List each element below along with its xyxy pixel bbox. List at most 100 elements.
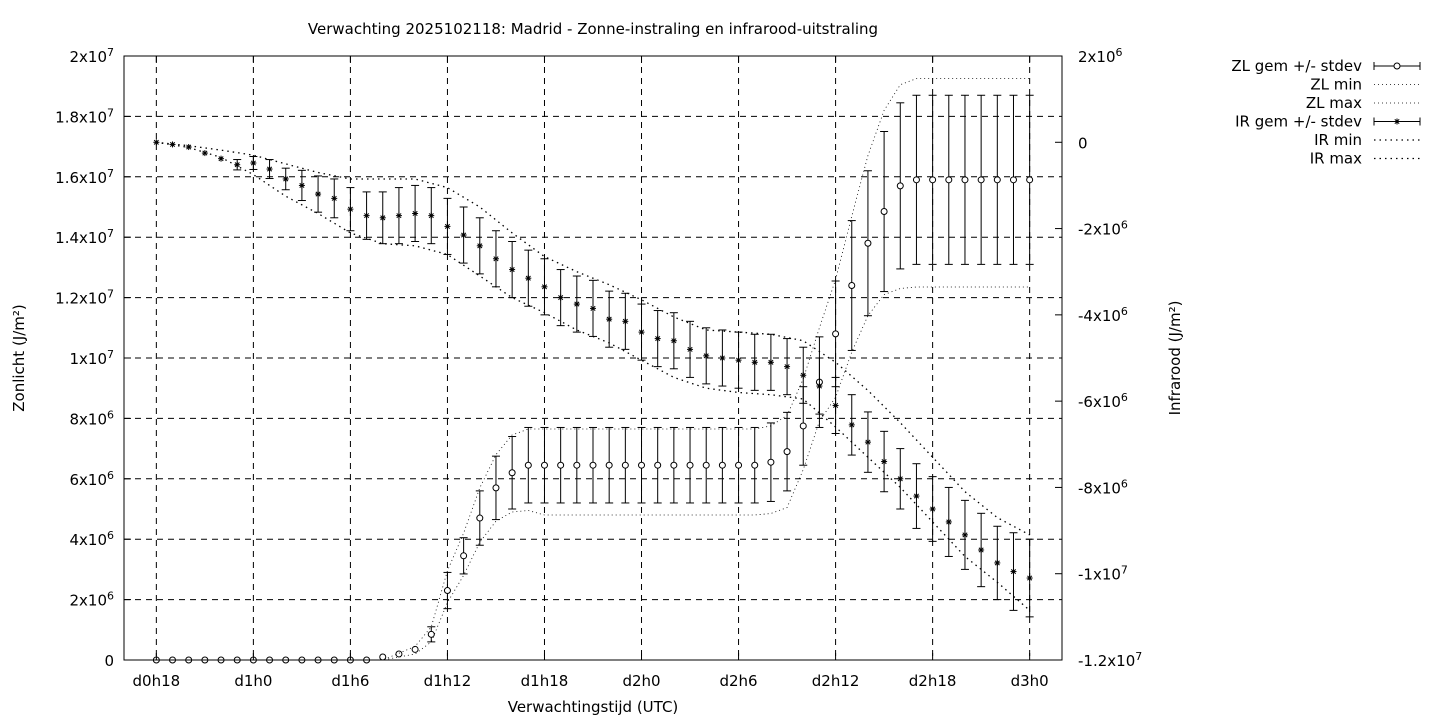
star-stroke	[380, 215, 386, 221]
star-stroke	[266, 166, 273, 172]
y-tick-label: 2x107	[69, 46, 114, 66]
x-tick-label: d2h6	[719, 672, 757, 690]
y2-tick-label: -6x106	[1078, 391, 1128, 411]
data-point	[638, 461, 646, 469]
data-point	[1026, 575, 1033, 582]
chart-title: Verwachting 2025102118: Madrid - Zonne-i…	[308, 20, 878, 38]
star-stroke	[849, 422, 855, 428]
star-stroke	[331, 195, 337, 201]
x-tick-label: d2h18	[909, 672, 957, 690]
star-stroke	[784, 364, 790, 370]
star-stroke	[364, 213, 370, 219]
data-point	[751, 461, 759, 469]
data-point	[800, 372, 807, 379]
x-tick-label: d1h6	[331, 672, 369, 690]
star-stroke	[347, 206, 353, 212]
star-stroke	[946, 519, 952, 525]
y2-axis-label: Infrarood (J/m²)	[1166, 301, 1184, 416]
data-point	[961, 176, 969, 184]
data-point	[234, 161, 241, 168]
data-point	[735, 357, 742, 364]
star-stroke	[444, 223, 451, 229]
data-point	[784, 363, 791, 370]
data-point	[443, 587, 451, 595]
star-stroke	[250, 160, 256, 166]
data-point	[880, 208, 888, 216]
star-stroke	[1010, 569, 1017, 575]
y2-tick-label: -1x107	[1078, 564, 1128, 584]
series-line	[156, 141, 1031, 611]
data-point	[331, 195, 338, 202]
data-point	[605, 461, 613, 469]
data-point	[282, 175, 289, 182]
data-point	[412, 210, 419, 217]
data-point	[735, 461, 743, 469]
star-stroke	[509, 267, 515, 273]
data-point	[832, 402, 839, 409]
data-point	[702, 461, 710, 469]
data-point	[670, 337, 677, 344]
data-point	[718, 461, 726, 469]
legend-marker	[1394, 118, 1400, 125]
series-line	[156, 78, 1030, 661]
data-point	[492, 484, 500, 492]
star-stroke	[703, 353, 709, 359]
star-stroke	[930, 506, 936, 512]
data-point	[783, 448, 791, 456]
star-stroke	[687, 346, 693, 352]
legend-label: ZL min	[1310, 76, 1362, 94]
series-2	[156, 78, 1030, 661]
star-stroke	[493, 256, 499, 262]
x-tick-label: d2h12	[812, 672, 860, 690]
star-stroke	[1027, 575, 1033, 581]
series-0	[152, 94, 1034, 664]
star-stroke	[606, 316, 612, 322]
series-layer	[152, 78, 1034, 664]
y-tick-label: 1.4x107	[55, 227, 114, 247]
star-stroke	[590, 305, 596, 311]
star-stroke	[865, 439, 871, 445]
data-point	[185, 144, 192, 151]
data-point	[379, 214, 386, 221]
data-point	[315, 191, 322, 198]
data-point	[476, 514, 484, 522]
data-point	[719, 355, 726, 361]
y-tick-label: 8x106	[69, 408, 114, 428]
data-point	[929, 506, 936, 512]
legend-marker	[1393, 62, 1401, 70]
star-stroke	[315, 191, 321, 197]
series-3	[153, 139, 1034, 618]
y-tick-label: 0	[104, 652, 114, 670]
data-point	[524, 461, 532, 469]
data-point	[363, 212, 370, 219]
y2-tick-label: -1.2x107	[1078, 650, 1142, 670]
data-point	[686, 461, 694, 469]
star-stroke	[897, 476, 903, 482]
x-tick-label: d0h18	[133, 672, 181, 690]
data-point	[687, 346, 694, 353]
star-stroke	[881, 458, 887, 465]
data-point	[913, 493, 920, 500]
star-stroke	[735, 357, 742, 363]
legend-label: IR gem +/- stdev	[1235, 113, 1362, 131]
data-point	[881, 458, 888, 465]
y-tick-label: 1.2x107	[55, 288, 114, 308]
x-tick-label: d3h0	[1011, 672, 1049, 690]
star-stroke	[299, 182, 305, 188]
data-point	[929, 176, 937, 184]
data-point	[1026, 176, 1034, 184]
data-point	[816, 383, 823, 390]
data-point	[638, 329, 645, 336]
star-stroke	[719, 355, 725, 361]
data-point	[492, 255, 499, 262]
data-point	[945, 518, 952, 525]
star-stroke	[234, 162, 240, 168]
data-point	[897, 475, 904, 482]
y-axis-label: Zonlicht (J/m²)	[10, 304, 28, 412]
data-point	[977, 176, 985, 184]
star-stroke	[913, 493, 920, 499]
legend-label: ZL gem +/- stdev	[1231, 57, 1362, 75]
data-point	[621, 461, 629, 469]
data-point	[799, 422, 807, 430]
